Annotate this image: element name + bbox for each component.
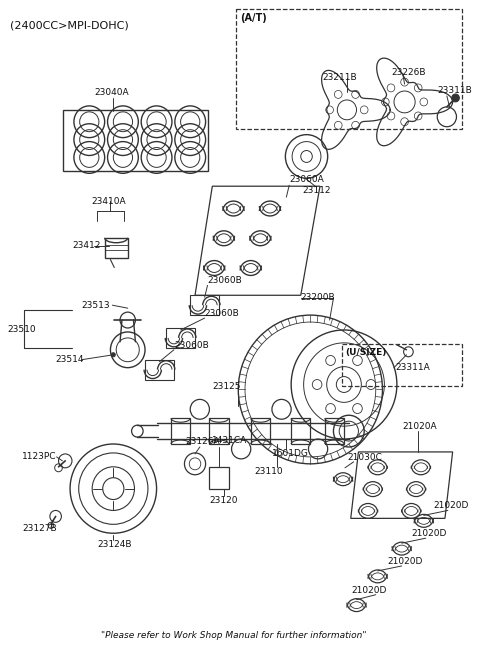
Bar [209, 419, 228, 444]
Bar [63, 110, 207, 172]
Text: 23060B: 23060B [207, 276, 242, 286]
Text: 23311A: 23311A [395, 363, 430, 372]
Bar [190, 295, 219, 315]
Text: 1601DG: 1601DG [272, 449, 309, 458]
Text: 21020D: 21020D [433, 502, 469, 510]
Text: (A/T): (A/T) [240, 13, 266, 23]
Circle shape [452, 94, 459, 102]
Text: 23112: 23112 [303, 186, 331, 195]
Bar [291, 419, 311, 444]
Text: 1123PC: 1123PC [22, 453, 57, 461]
Text: 23510: 23510 [8, 326, 36, 335]
Text: 21020A: 21020A [403, 422, 437, 431]
Bar [171, 419, 190, 444]
Text: 21030C: 21030C [347, 453, 382, 462]
Text: 23410A: 23410A [91, 196, 126, 206]
Text: 23110: 23110 [254, 467, 283, 476]
Text: 23412: 23412 [72, 241, 100, 250]
Text: 1431CA: 1431CA [212, 436, 248, 445]
Text: 21020D: 21020D [411, 529, 447, 538]
Text: (U/SIZE): (U/SIZE) [346, 348, 387, 357]
Text: "Please refer to Work Shop Manual for further information": "Please refer to Work Shop Manual for fu… [101, 631, 366, 641]
Bar [342, 344, 462, 386]
Circle shape [111, 353, 115, 357]
Bar [209, 467, 228, 489]
Text: 21020D: 21020D [387, 557, 423, 566]
Text: 23125: 23125 [212, 383, 241, 392]
Bar [236, 9, 462, 130]
Text: 23513: 23513 [82, 301, 110, 310]
Bar [145, 360, 174, 379]
Bar [105, 238, 128, 257]
Text: 23226B: 23226B [391, 67, 426, 77]
Text: 23127B: 23127B [22, 524, 57, 533]
Bar [325, 419, 344, 444]
Text: 23040A: 23040A [94, 88, 129, 97]
Text: 23311B: 23311B [437, 86, 472, 95]
Text: (2400CC>MPI-DOHC): (2400CC>MPI-DOHC) [11, 20, 129, 31]
Text: 21020D: 21020D [352, 586, 387, 595]
Bar [166, 328, 195, 348]
Text: 23060A: 23060A [289, 176, 324, 184]
Text: 23514: 23514 [56, 355, 84, 364]
Text: 23126A: 23126A [185, 437, 220, 446]
Text: 23200B: 23200B [301, 293, 336, 302]
Bar [251, 419, 270, 444]
Text: 23124B: 23124B [97, 540, 132, 549]
Text: 23060B: 23060B [174, 341, 209, 350]
Text: 23211B: 23211B [322, 73, 357, 82]
Text: 23060B: 23060B [204, 309, 240, 318]
Text: 23120: 23120 [209, 496, 238, 504]
